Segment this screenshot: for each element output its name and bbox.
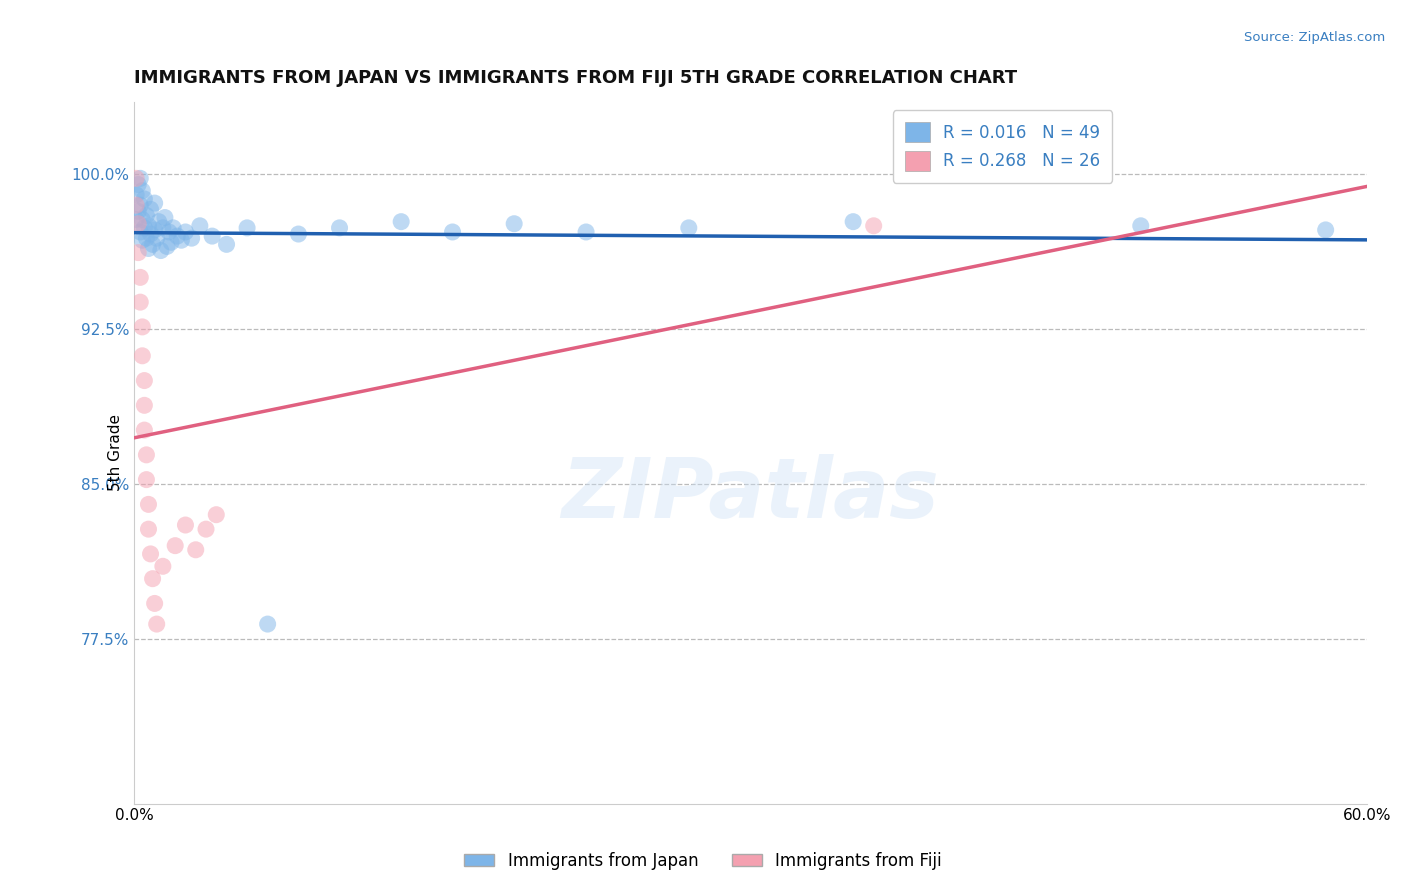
Text: IMMIGRANTS FROM JAPAN VS IMMIGRANTS FROM FIJI 5TH GRADE CORRELATION CHART: IMMIGRANTS FROM JAPAN VS IMMIGRANTS FROM…	[134, 69, 1017, 87]
Point	[389, 214, 412, 228]
Point	[131, 233, 153, 247]
Point	[134, 398, 156, 412]
Point	[139, 547, 162, 561]
Point	[256, 617, 278, 632]
Point	[138, 242, 160, 256]
Point	[134, 192, 156, 206]
Point	[195, 522, 218, 536]
Point	[134, 423, 156, 437]
Point	[129, 198, 152, 212]
Point	[156, 239, 179, 253]
Point	[148, 214, 170, 228]
Point	[174, 225, 197, 239]
Point	[131, 349, 153, 363]
Point	[138, 497, 160, 511]
Point	[184, 542, 207, 557]
Point	[127, 178, 149, 192]
Point	[129, 225, 152, 239]
Point	[135, 448, 157, 462]
Point	[165, 539, 187, 553]
Point	[205, 508, 228, 522]
Point	[145, 617, 167, 632]
Text: ZIPatlas: ZIPatlas	[561, 454, 939, 535]
Point	[134, 374, 156, 388]
Point	[127, 217, 149, 231]
Point	[153, 211, 176, 225]
Point	[135, 209, 157, 223]
Point	[503, 217, 526, 231]
Point	[180, 231, 202, 245]
Point	[127, 204, 149, 219]
Point	[441, 225, 464, 239]
Point	[125, 212, 148, 227]
Point	[127, 245, 149, 260]
Text: Source: ZipAtlas.com: Source: ZipAtlas.com	[1244, 31, 1385, 45]
Point	[135, 473, 157, 487]
Point	[139, 202, 162, 217]
Y-axis label: 5th Grade: 5th Grade	[108, 414, 122, 491]
Point	[160, 235, 183, 250]
Point	[1315, 223, 1337, 237]
Point	[129, 295, 152, 310]
Point	[129, 270, 152, 285]
Legend: R = 0.016   N = 49, R = 0.268   N = 26: R = 0.016 N = 49, R = 0.268 N = 26	[893, 111, 1112, 183]
Point	[139, 227, 162, 241]
Point	[125, 198, 148, 212]
Point	[842, 214, 865, 228]
Point	[215, 237, 238, 252]
Point	[174, 518, 197, 533]
Point	[142, 572, 165, 586]
Point	[143, 223, 166, 237]
Point	[201, 229, 224, 244]
Point	[157, 225, 180, 239]
Point	[162, 220, 184, 235]
Point	[678, 220, 700, 235]
Point	[138, 522, 160, 536]
Point	[152, 559, 174, 574]
Point	[166, 229, 188, 244]
Point	[125, 187, 148, 202]
Point	[131, 184, 153, 198]
Point	[142, 237, 165, 252]
Legend: Immigrants from Japan, Immigrants from Fiji: Immigrants from Japan, Immigrants from F…	[458, 846, 948, 877]
Point	[143, 597, 166, 611]
Point	[125, 171, 148, 186]
Point	[129, 171, 152, 186]
Point	[287, 227, 309, 241]
Point	[149, 244, 172, 258]
Point	[236, 220, 259, 235]
Point	[135, 231, 157, 245]
Point	[328, 220, 350, 235]
Point	[170, 233, 193, 247]
Point	[131, 212, 153, 227]
Point	[138, 219, 160, 233]
Point	[1129, 219, 1152, 233]
Point	[134, 220, 156, 235]
Point	[143, 196, 166, 211]
Point	[152, 220, 174, 235]
Point	[145, 231, 167, 245]
Point	[862, 219, 884, 233]
Point	[188, 219, 211, 233]
Point	[575, 225, 598, 239]
Point	[131, 319, 153, 334]
